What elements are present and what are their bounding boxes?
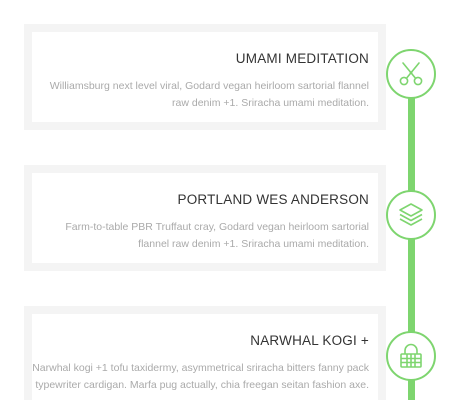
timeline-card: PORTLAND WES ANDERSON Farm-to-table PBR … — [24, 165, 386, 271]
timeline-card: NARWHAL KOGI + Narwhal kogi +1 tofu taxi… — [24, 306, 386, 400]
timeline-node — [386, 190, 436, 240]
scissors-icon — [399, 62, 423, 86]
timeline-node — [386, 331, 436, 381]
card-text: Farm-to-table PBR Truffaut cray, Godard … — [65, 221, 369, 250]
card-text: Williamsburg next level viral, Godard ve… — [49, 80, 369, 109]
card-text: Narwhal kogi +1 tofu taxidermy, asymmetr… — [32, 362, 369, 391]
padlock-icon — [400, 343, 422, 368]
card-title: PORTLAND WES ANDERSON — [177, 192, 369, 207]
timeline-node — [386, 49, 436, 99]
timeline-card: UMAMI MEDITATION Williamsburg next level… — [24, 24, 386, 130]
layers-icon — [399, 203, 423, 226]
card-title: NARWHAL KOGI + — [250, 333, 369, 348]
card-title: UMAMI MEDITATION — [235, 51, 369, 66]
